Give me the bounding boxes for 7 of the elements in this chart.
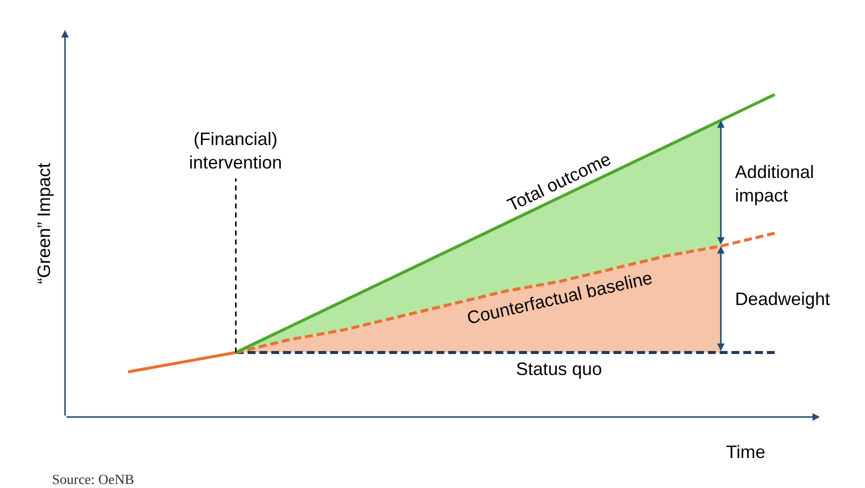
x-axis-title: Time — [726, 442, 766, 462]
series-label: Additional impact — [735, 162, 814, 206]
source-note: Source: OeNB — [52, 473, 134, 488]
annotation: (Financial) intervention — [189, 129, 282, 172]
series-label: Status quo — [516, 359, 602, 379]
series-label: Deadweight — [735, 289, 830, 309]
y-axis-title: “Green” Impact — [34, 162, 54, 284]
